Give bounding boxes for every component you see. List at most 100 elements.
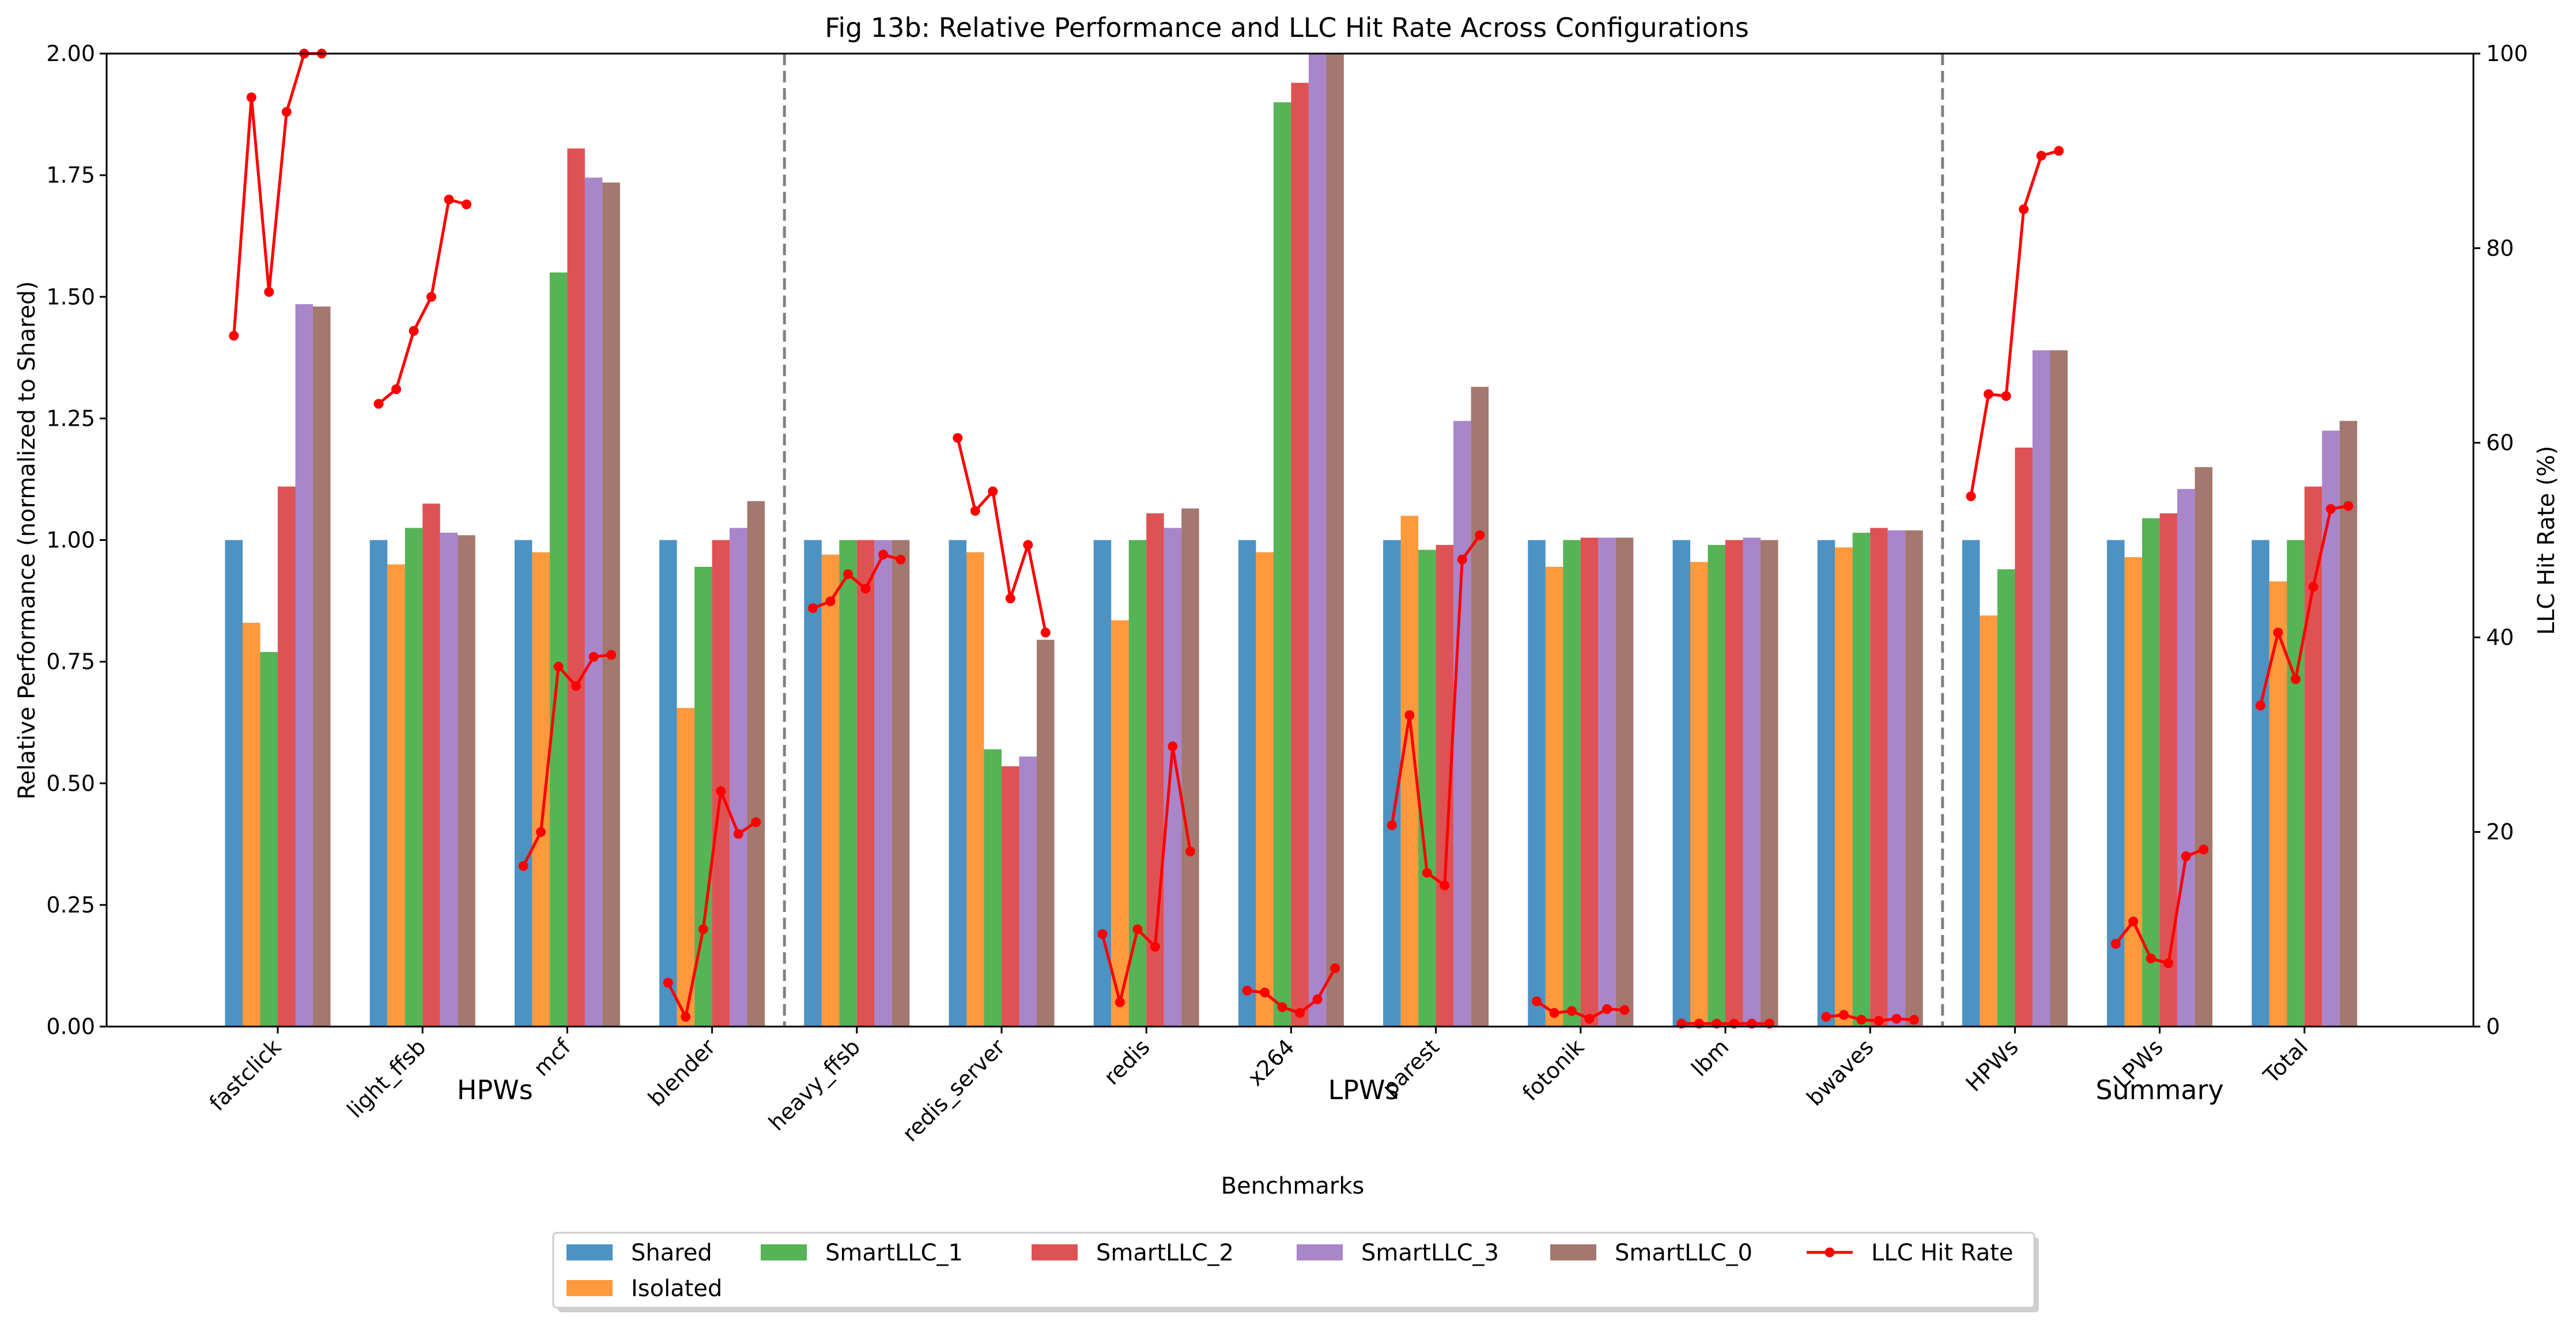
x-tick-label: heavy_ffsb (764, 1034, 865, 1135)
y-axis-label: Relative Performance (normalized to Shar… (14, 281, 40, 800)
bar-smartllc-0-lbm (1761, 540, 1778, 1027)
bar-shared-mcf (514, 540, 532, 1027)
legend-swatch-smartllc-2 (1032, 1244, 1078, 1260)
bar-isolated-redis (1111, 620, 1129, 1027)
y2-axis-label: LLC Hit Rate (%) (2533, 446, 2560, 635)
y-tick-label: 1.25 (46, 406, 95, 431)
y-tick-label: 1.75 (46, 162, 95, 188)
bar-smartllc-0-fastclick (313, 306, 331, 1027)
bar-isolated-light-ffsb (387, 564, 405, 1027)
hit-rate-point (1549, 1008, 1559, 1018)
legend-label-smartllc-0: SmartLLC_0 (1615, 1240, 1752, 1266)
bar-smartllc-3-hpws (2032, 350, 2050, 1027)
bar-smartllc-2-mcf (567, 148, 585, 1027)
hit-rate-point (1475, 530, 1485, 540)
bar-smartllc-3-blender (730, 528, 747, 1027)
y-tick-label: 0.25 (46, 892, 95, 918)
bar-smartllc-1-lpws (2142, 518, 2160, 1027)
hit-rate-point (444, 194, 454, 205)
bar-shared-heavy-ffsb (804, 540, 822, 1027)
hit-rate-point (1874, 1016, 1884, 1026)
hit-rate-line-parest (1390, 534, 1481, 887)
hit-rate-point (970, 506, 980, 516)
x-tick-label: redis (1099, 1034, 1155, 1090)
y-tick-label: 1.00 (46, 528, 95, 553)
hit-rate-point (1440, 880, 1450, 891)
hit-rate-point (681, 1012, 691, 1022)
hit-rate-point (1330, 963, 1340, 974)
hit-rate-point (264, 287, 274, 297)
bar-smartllc-3-parest (1453, 421, 1471, 1027)
bar-smartllc-2-x264 (1291, 82, 1309, 1027)
bar-isolated-mcf (532, 552, 550, 1027)
bar-isolated-hpws (1980, 615, 1997, 1027)
hit-rate-point (1532, 996, 1542, 1006)
hit-rate-point (588, 652, 599, 662)
hit-rate-point (2326, 504, 2336, 514)
bar-smartllc-2-total (2304, 486, 2322, 1027)
hit-rate-point (2343, 501, 2354, 511)
x-tick-label: redis_server (897, 1034, 1010, 1146)
hit-rate-point (1404, 710, 1415, 720)
hit-rate-point (896, 554, 906, 565)
x-tick-label: mcf (528, 1033, 576, 1081)
bar-shared-redis (1093, 540, 1112, 1027)
bar-smartllc-0-total (2339, 421, 2358, 1027)
hit-rate-point (2001, 391, 2011, 401)
bar-smartllc-2-lpws (2159, 513, 2178, 1027)
hit-rate-point (1909, 1014, 1919, 1025)
legend-swatch-smartllc-0 (1550, 1244, 1596, 1260)
bar-smartllc-0-redis-server (1037, 639, 1055, 1027)
bar-smartllc-3-lbm (1743, 537, 1761, 1027)
hit-rate-point (2273, 627, 2283, 638)
legend-label-smartllc-1: SmartLLC_1 (825, 1240, 963, 1266)
hit-rate-point (808, 603, 818, 614)
y2-tick-label: 80 (2486, 236, 2514, 261)
hit-rate-point (843, 569, 853, 580)
legend-swatch-isolated (566, 1280, 613, 1296)
bar-shared-total (2252, 540, 2269, 1027)
hit-rate-point (1984, 389, 1994, 399)
hit-rate-point (663, 978, 673, 988)
bar-smartllc-2-blender (712, 540, 730, 1027)
y-axis: 0.00 0.25 0.50 0.75 1.00 1.25 1.50 1.75 2.00 (46, 41, 107, 1039)
bar-shared-lbm (1672, 540, 1690, 1027)
hit-rate-point (1150, 942, 1160, 952)
bar-shared-lpws (2107, 540, 2125, 1027)
hit-rate-point (1277, 1002, 1287, 1012)
bar-smartllc-1-total (2287, 540, 2305, 1027)
hit-rate-point (281, 107, 292, 117)
bar-smartllc-3-bwaves (1887, 530, 1906, 1027)
hit-rate-point (1966, 491, 1976, 501)
legend-marker-llc-hit-rate (1825, 1247, 1835, 1258)
bar-smartllc-2-hpws (2015, 448, 2033, 1027)
bar-isolated-heavy-ffsb (821, 554, 840, 1027)
bar-isolated-lpws (2124, 557, 2143, 1027)
hit-rate-point (373, 399, 384, 409)
hit-rate-point (2308, 582, 2318, 592)
hit-rate-point (518, 861, 528, 871)
x-tick-label: HPWs (1961, 1034, 2023, 1096)
bar-smartllc-1-bwaves (1852, 532, 1871, 1027)
bar-isolated-x264 (1256, 552, 1274, 1027)
hit-rate-point (1838, 1010, 1849, 1020)
bar-smartllc-2-lbm (1725, 540, 1743, 1027)
bar-smartllc-2-heavy-ffsb (856, 540, 875, 1027)
bar-smartllc-1-heavy-ffsb (839, 540, 857, 1027)
y-tick-label: 0.75 (46, 649, 95, 675)
bar-isolated-redis-server (966, 552, 984, 1027)
hit-rate-point (1584, 1014, 1595, 1024)
bar-smartllc-1-redis-server (984, 749, 1002, 1027)
hit-rate-point (2163, 958, 2174, 968)
hit-rate-point (426, 291, 436, 302)
hit-rate-point (2181, 851, 2191, 861)
hit-rate-point (1242, 986, 1252, 995)
hit-rate-point (571, 681, 581, 691)
hit-rate-point (1023, 540, 1033, 550)
bar-smartllc-3-light-ffsb (440, 532, 458, 1027)
hit-rate-point (246, 92, 256, 103)
bar-smartllc-0-heavy-ffsb (892, 540, 910, 1027)
bar-smartllc-0-parest (1471, 387, 1489, 1027)
legend-label-isolated: Isolated (631, 1275, 722, 1302)
